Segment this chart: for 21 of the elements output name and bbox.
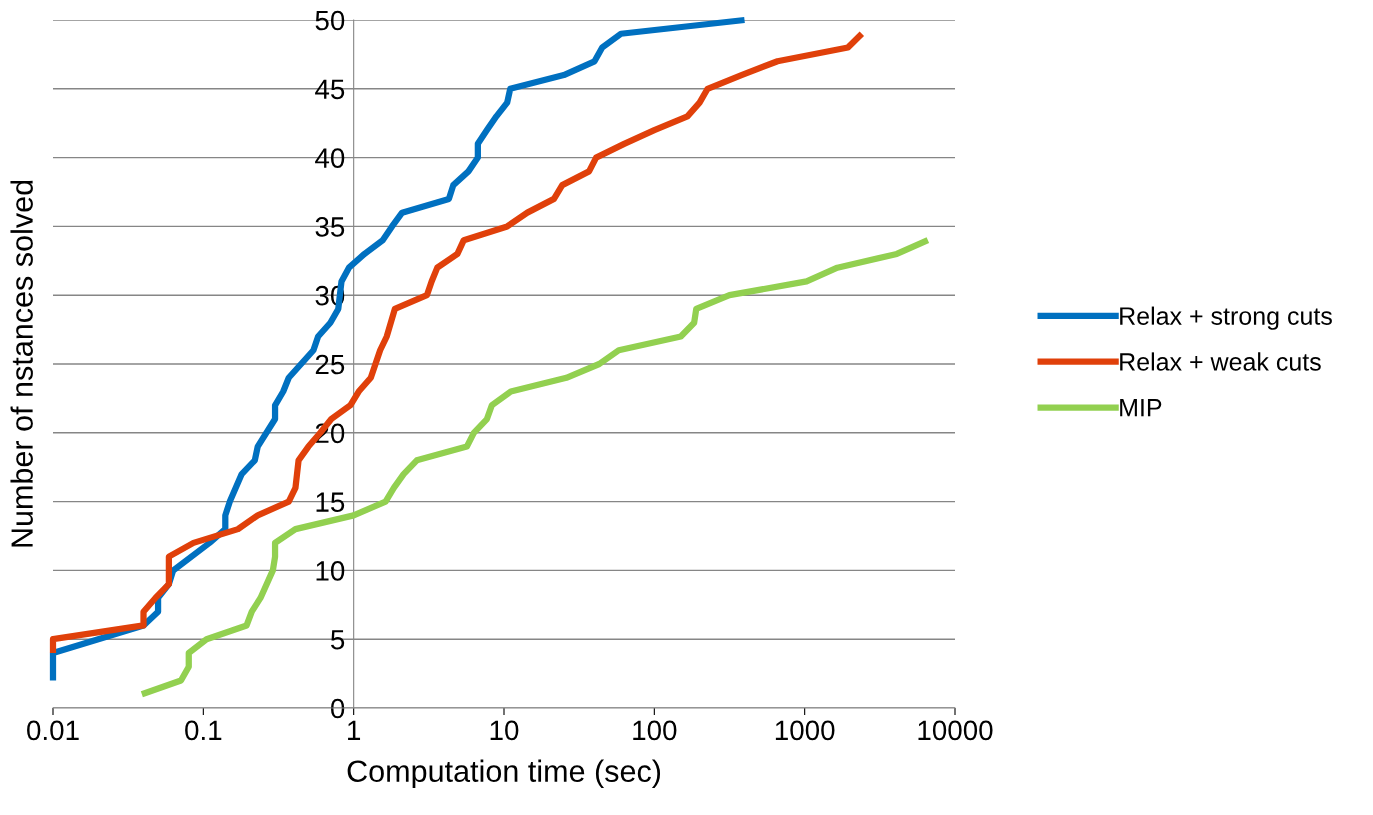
y-tick-label: 40 <box>315 148 345 168</box>
y-tick-label: 25 <box>315 354 345 375</box>
x-tick-label: 10 <box>490 720 519 741</box>
x-axis-title: Computation time (sec) <box>347 759 661 789</box>
x-tick-label: 0.01 <box>27 720 79 741</box>
legend-label: Relax + strong cuts <box>1120 306 1332 330</box>
legend-label: MIP <box>1120 399 1162 417</box>
x-tick-label: 0.1 <box>185 720 222 741</box>
legend-label: Relax + weak cuts <box>1120 352 1321 371</box>
y-tick-label: 50 <box>315 10 345 31</box>
x-tick-label: 100 <box>633 720 677 741</box>
y-tick-label: 35 <box>315 217 345 237</box>
y-tick-label: 45 <box>315 79 345 100</box>
x-tick-label: 1 <box>348 720 361 740</box>
y-tick-label: 5 <box>331 630 345 650</box>
y-tick-label: 0 <box>330 698 345 719</box>
y-tick-label: 10 <box>316 561 345 581</box>
x-tick-label: 10000 <box>918 720 993 741</box>
y-tick-label: 15 <box>316 492 345 512</box>
y-axis-title: Number of nstances solved <box>10 180 33 547</box>
x-tick-label: 1000 <box>775 720 835 741</box>
